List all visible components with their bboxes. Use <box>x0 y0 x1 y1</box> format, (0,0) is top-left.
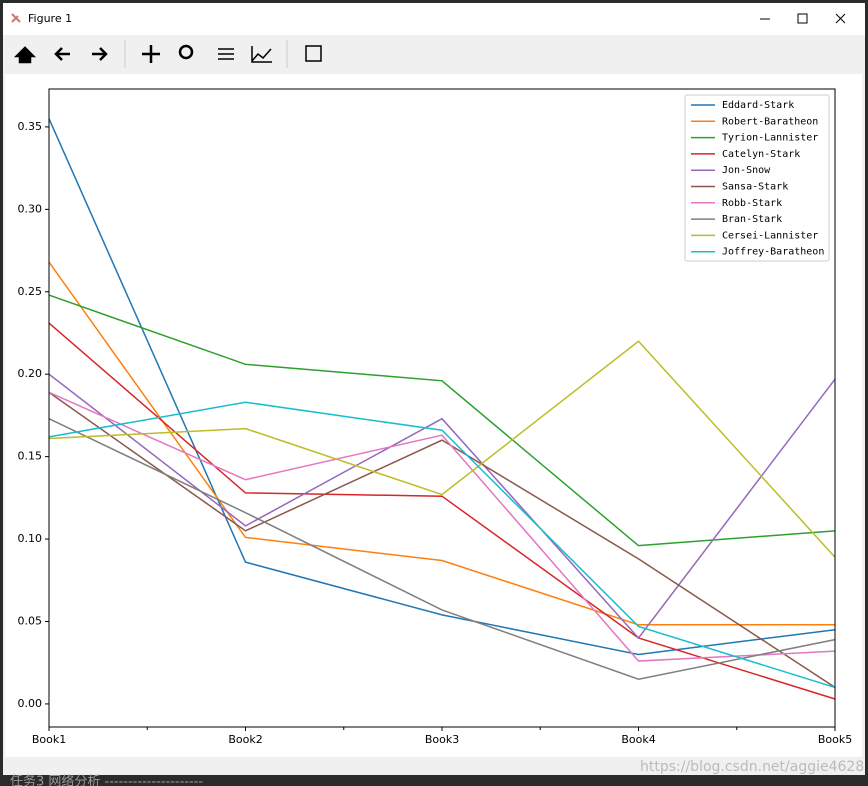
line <box>48 373 836 640</box>
legend-label: Cersei-Lannister <box>722 230 818 241</box>
line <box>48 418 836 680</box>
x-tick-label: Book1 <box>32 733 66 746</box>
legend-label: Jon-Snow <box>722 165 771 176</box>
title-bar <box>3 3 865 35</box>
y-tick-label: 0.10 <box>18 532 43 545</box>
legend-label: Eddard-Stark <box>722 100 794 111</box>
x-tick-label: Book5 <box>818 733 852 746</box>
toolbar <box>13 44 322 64</box>
background-text: 任务3 网络分析 --------------------- <box>10 774 203 786</box>
legend-label: Tyrion-Lannister <box>722 133 818 144</box>
x-tick-label: Book2 <box>228 733 262 746</box>
legend-label: Robert-Baratheon <box>722 116 818 127</box>
legend-label: Robb-Stark <box>722 198 782 209</box>
y-tick-label: 0.20 <box>18 367 43 380</box>
y-tick-label: 0.25 <box>18 285 43 298</box>
legend-label: Bran-Stark <box>722 214 782 225</box>
y-tick-label: 0.30 <box>18 202 43 215</box>
y-tick-label: 0.05 <box>18 614 43 627</box>
pan-button[interactable] <box>142 45 160 63</box>
line <box>48 401 836 689</box>
line <box>48 391 836 689</box>
line <box>48 340 836 558</box>
edit-button[interactable] <box>251 46 272 63</box>
legend-label: Catelyn-Stark <box>722 149 800 160</box>
axes-frame <box>48 88 836 728</box>
y-tick-label: 0.00 <box>18 697 43 710</box>
app-icon <box>11 13 21 23</box>
save-button[interactable] <box>305 45 322 62</box>
line <box>48 294 836 547</box>
legend-box <box>684 94 830 262</box>
x-tick-label: Book4 <box>621 733 655 746</box>
plot: 0.00 0.05 0.10 0.15 0.20 0.25 0.30 0.35 Book1 Boo… <box>18 88 852 746</box>
forward-button[interactable] <box>92 47 108 61</box>
y-tick-label: 0.35 <box>18 120 43 133</box>
legend-label: Joffrey-Baratheon <box>722 247 824 258</box>
maximize-button[interactable] <box>797 13 808 24</box>
x-tick-label: Book3 <box>425 733 459 746</box>
legend-label: Sansa-Stark <box>722 182 788 193</box>
window-title: Figure 1 <box>28 12 72 25</box>
line <box>48 261 835 626</box>
y-tick-label: 0.15 <box>18 450 43 463</box>
close-button[interactable] <box>835 13 846 24</box>
watermark: https://blog.csdn.net/aggie4628 <box>640 759 864 775</box>
zoom-button[interactable] <box>178 44 194 60</box>
home-button[interactable] <box>13 46 37 64</box>
configure-button[interactable] <box>218 48 234 60</box>
back-button[interactable] <box>54 47 70 61</box>
line <box>48 391 836 662</box>
